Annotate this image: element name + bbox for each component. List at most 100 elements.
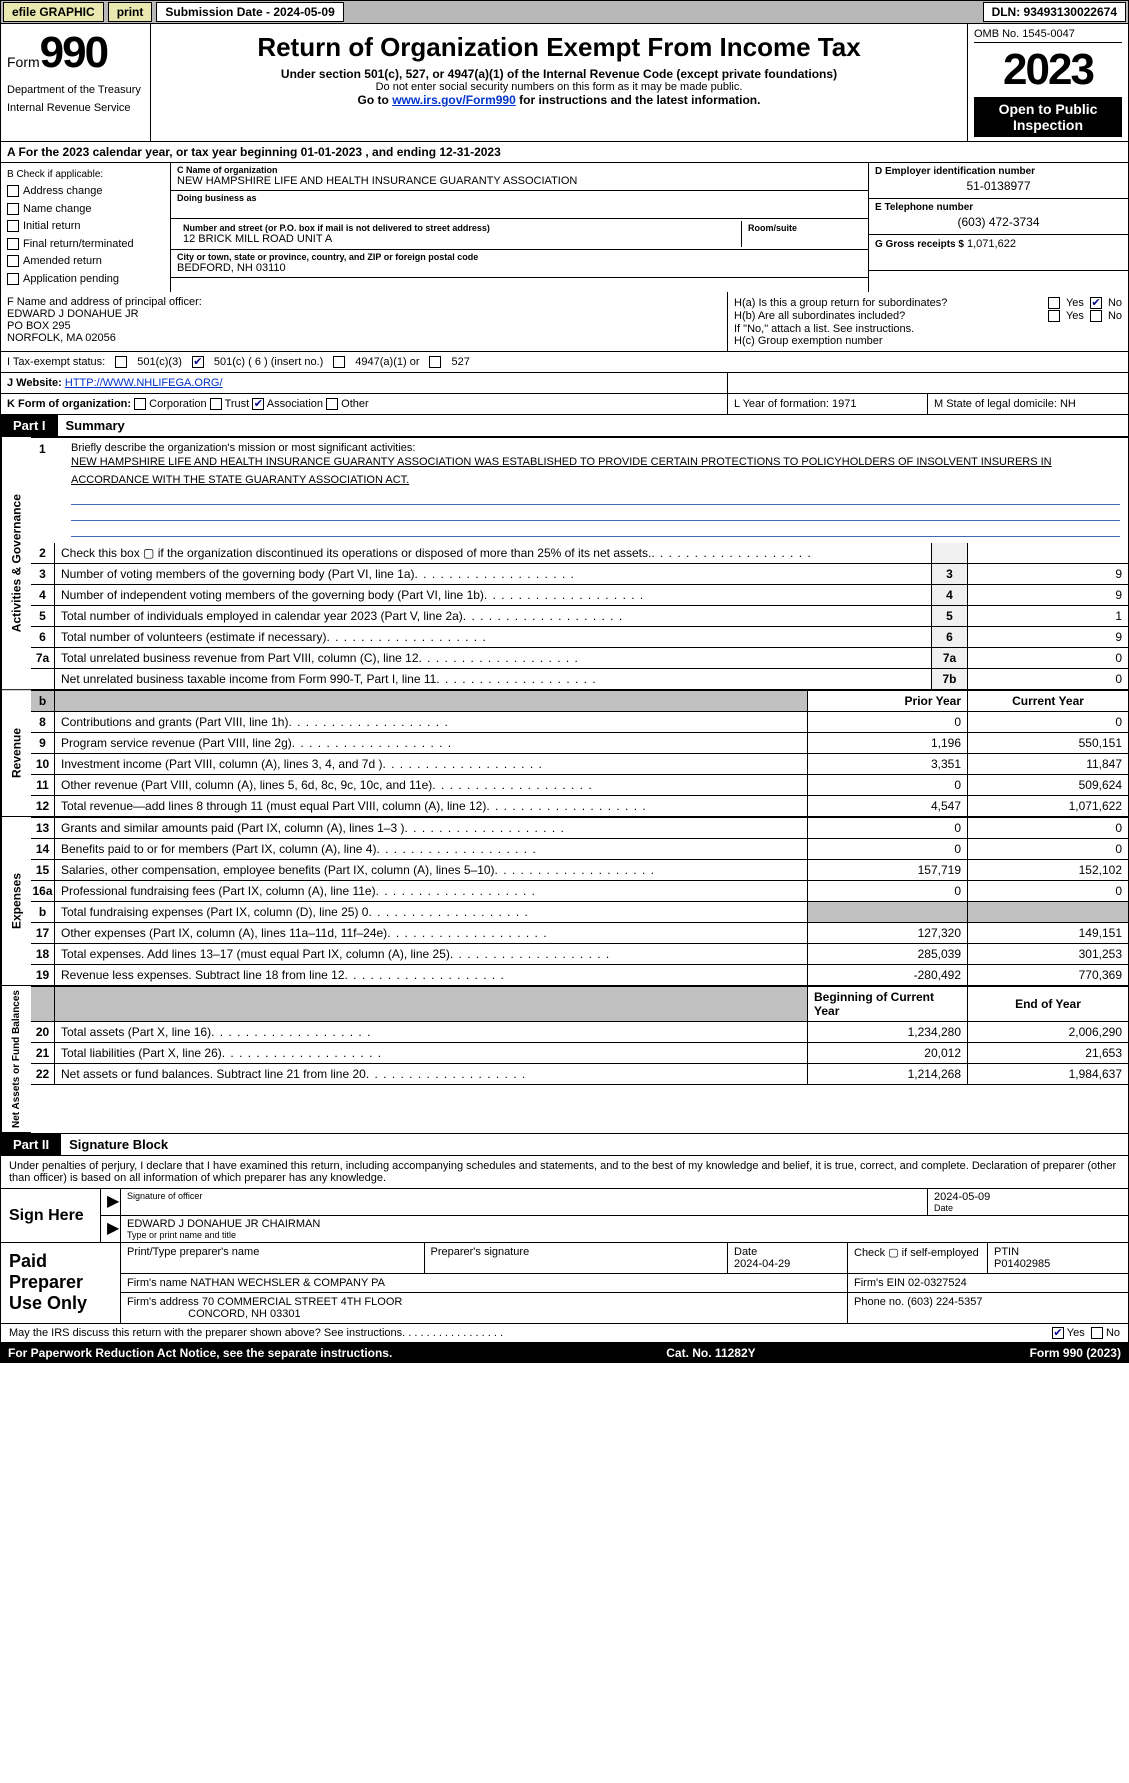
j-label: J Website: (7, 377, 65, 389)
cb-ha-yes[interactable] (1048, 297, 1060, 309)
exp-row: 17Other expenses (Part IX, column (A), l… (31, 923, 1128, 944)
cb-application-pending[interactable] (7, 273, 19, 285)
arrow-icon: ▶ (101, 1216, 121, 1242)
gov-row: 7aTotal unrelated business revenue from … (31, 648, 1128, 669)
cb-501c[interactable] (192, 356, 204, 368)
e-phone-value: (603) 472-3734 (875, 215, 1122, 229)
ptin-label: PTIN (994, 1246, 1019, 1258)
blank-line (71, 491, 1120, 505)
current-year-hdr: Current Year (968, 691, 1128, 711)
paid-preparer-block: Paid Preparer Use Only Print/Type prepar… (0, 1243, 1129, 1324)
part2-header: Part II Signature Block (0, 1134, 1129, 1156)
c-city-label: City or town, state or province, country… (177, 252, 862, 262)
cb-name-change[interactable] (7, 203, 19, 215)
part1-label: Part I (1, 415, 58, 436)
pcheck-label: Check ▢ if self-employed (848, 1243, 988, 1273)
sig-name-label: Type or print name and title (127, 1230, 1122, 1240)
efile-graphic-button[interactable]: efile GRAPHIC (3, 2, 104, 22)
f-name: EDWARD J DONAHUE JR (7, 308, 721, 320)
dept-treasury: Department of the Treasury (7, 84, 144, 96)
cb-other[interactable] (326, 398, 338, 410)
goto-post: for instructions and the latest informat… (516, 93, 761, 107)
cb-hb-yes[interactable] (1048, 310, 1060, 322)
cb-final-return[interactable] (7, 238, 19, 250)
block-bcd: B Check if applicable: Address change Na… (0, 163, 1129, 292)
firm-addr-value2: CONCORD, NH 03301 (188, 1308, 300, 1320)
irs-discuss-text: May the IRS discuss this return with the… (9, 1327, 405, 1339)
psig-label: Preparer's signature (431, 1246, 722, 1258)
part1-header: Part I Summary (0, 415, 1129, 437)
g-gross-label: G Gross receipts $ (875, 239, 964, 250)
cb-irs-no[interactable] (1091, 1327, 1103, 1339)
cb-hb-no[interactable] (1090, 310, 1102, 322)
cb-initial-return[interactable] (7, 220, 19, 232)
part1-name: Summary (58, 415, 133, 436)
sig-name-value: EDWARD J DONAHUE JR CHAIRMAN (127, 1218, 1122, 1230)
exp-row: 19Revenue less expenses. Subtract line 1… (31, 965, 1128, 986)
row-j: J Website: HTTP://WWW.NHLIFEGA.ORG/ (0, 373, 1129, 394)
firm-ein-value: 02-0327524 (908, 1277, 967, 1289)
gov-row: 3Number of voting members of the governi… (31, 564, 1128, 585)
exp-row: bTotal fundraising expenses (Part IX, co… (31, 902, 1128, 923)
prior-year-hdr: Prior Year (808, 691, 968, 711)
cb-ha-no[interactable] (1090, 297, 1102, 309)
sig-date-value: 2024-05-09 (934, 1191, 1122, 1203)
cb-trust[interactable] (210, 398, 222, 410)
na-row: 22Net assets or fund balances. Subtract … (31, 1064, 1128, 1085)
cb-irs-yes[interactable] (1052, 1327, 1064, 1339)
firm-ein-label: Firm's EIN (854, 1277, 908, 1289)
firm-phone-value: (603) 224-5357 (907, 1296, 982, 1308)
exp-row: 16aProfessional fundraising fees (Part I… (31, 881, 1128, 902)
c-name-value: NEW HAMPSHIRE LIFE AND HEALTH INSURANCE … (177, 175, 862, 187)
rev-row: 8Contributions and grants (Part VIII, li… (31, 712, 1128, 733)
hc-label: H(c) Group exemption number (734, 335, 1122, 347)
irs-link[interactable]: www.irs.gov/Form990 (392, 93, 516, 107)
cb-4947[interactable] (333, 356, 345, 368)
gov-row: 5Total number of individuals employed in… (31, 606, 1128, 627)
firm-phone-label: Phone no. (854, 1296, 907, 1308)
ptin-value: P01402985 (994, 1258, 1050, 1270)
firm-addr-label: Firm's address (127, 1296, 202, 1308)
f-label: F Name and address of principal officer: (7, 296, 721, 308)
print-button[interactable]: print (108, 2, 153, 22)
beg-year-hdr: Beginning of Current Year (808, 987, 968, 1021)
arrow-icon: ▶ (101, 1189, 121, 1215)
d-ein-value: 51-0138977 (875, 179, 1122, 193)
footer-center: Cat. No. 11282Y (666, 1346, 755, 1360)
vlabel-revenue: Revenue (1, 690, 31, 817)
cb-address-change[interactable] (7, 185, 19, 197)
irs-label: Internal Revenue Service (7, 102, 144, 114)
b-header: B Check if applicable: (7, 167, 164, 182)
rev-row: 11Other revenue (Part VIII, column (A), … (31, 775, 1128, 796)
omb-number: OMB No. 1545-0047 (974, 28, 1122, 43)
exp-row: 15Salaries, other compensation, employee… (31, 860, 1128, 881)
form-header: Form990 Department of the Treasury Inter… (0, 24, 1129, 142)
na-header-row: Beginning of Current Year End of Year (31, 987, 1128, 1022)
cb-corp[interactable] (134, 398, 146, 410)
page-footer: For Paperwork Reduction Act Notice, see … (0, 1343, 1129, 1363)
k-label: K Form of organization: (7, 398, 131, 410)
line-1-q: Briefly describe the organization's miss… (71, 442, 1120, 454)
website-link[interactable]: HTTP://WWW.NHLIFEGA.ORG/ (65, 377, 223, 389)
row-klm: K Form of organization: Corporation Trus… (0, 394, 1129, 415)
top-bar: efile GRAPHIC print Submission Date - 20… (0, 0, 1129, 24)
c-dba-label: Doing business as (177, 193, 862, 203)
opt-initial-return: Initial return (23, 218, 80, 235)
sign-here-block: Sign Here ▶ Signature of officer 2024-05… (0, 1188, 1129, 1243)
subtitle-2: Do not enter social security numbers on … (157, 81, 961, 93)
blank-line (71, 523, 1120, 537)
pdate-label: Date (734, 1246, 757, 1258)
opt-final-return: Final return/terminated (23, 236, 134, 253)
exp-row: 14Benefits paid to or for members (Part … (31, 839, 1128, 860)
line-1-ans: NEW HAMPSHIRE LIFE AND HEALTH INSURANCE … (71, 454, 1120, 489)
cb-amended-return[interactable] (7, 255, 19, 267)
part2-label: Part II (1, 1134, 61, 1155)
signature-declaration: Under penalties of perjury, I declare th… (0, 1156, 1129, 1188)
cb-501c3[interactable] (115, 356, 127, 368)
subtitle-1: Under section 501(c), 527, or 4947(a)(1)… (157, 67, 961, 81)
cb-assoc[interactable] (252, 398, 264, 410)
submission-date: Submission Date - 2024-05-09 (156, 2, 343, 22)
cb-527[interactable] (429, 356, 441, 368)
row-i: I Tax-exempt status: 501(c)(3) 501(c) ( … (0, 352, 1129, 373)
opt-amended-return: Amended return (23, 253, 102, 270)
